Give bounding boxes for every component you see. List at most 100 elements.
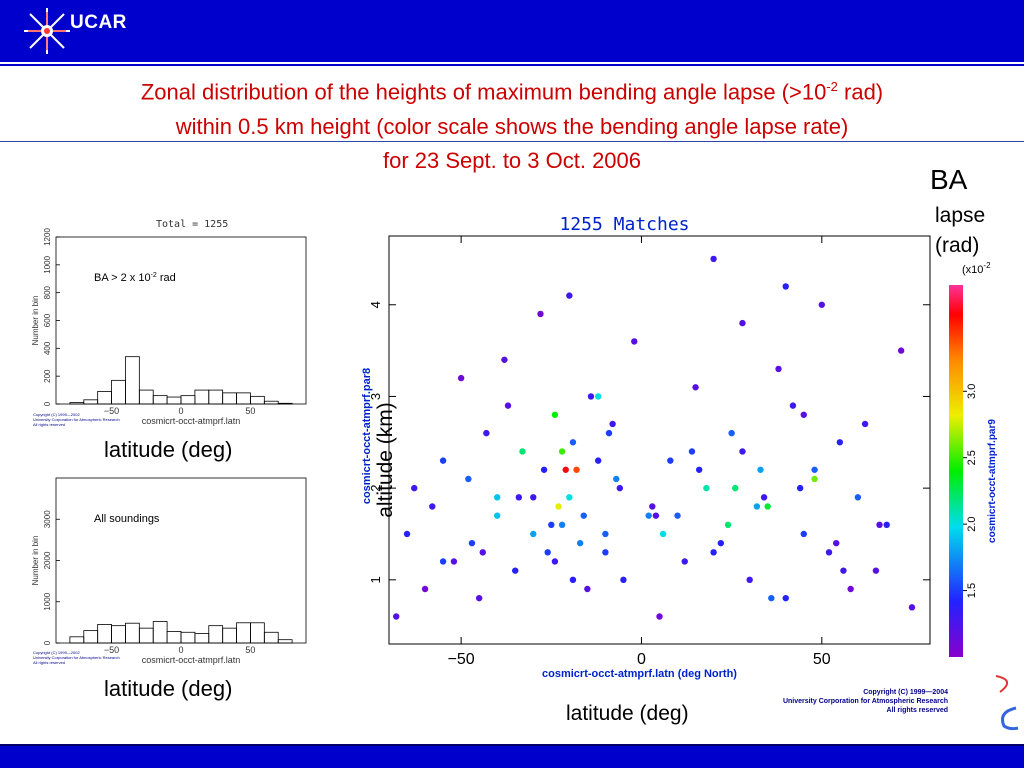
scatter-point xyxy=(825,549,833,556)
scatter-point xyxy=(551,411,559,418)
hist-bar xyxy=(125,356,140,405)
scatter-point xyxy=(558,448,566,455)
x-tick-label: 50 xyxy=(245,645,255,655)
scatter-point xyxy=(439,457,447,464)
scatter-point xyxy=(724,521,732,529)
scatter-point xyxy=(659,530,667,538)
title-line-3: for 23 Sept. to 3 Oct. 2006 xyxy=(382,148,642,173)
scatter-point xyxy=(569,439,577,446)
title-line-2: within 0.5 km height (color scale shows … xyxy=(175,114,849,139)
charts-canvas: Total = 1255−50 0 50020040060080010001200c… xyxy=(31,214,998,680)
x-tick-label: 50 xyxy=(813,651,831,668)
scatter-point xyxy=(483,429,490,437)
scatter-point xyxy=(757,466,764,473)
scatter-frame xyxy=(388,235,931,645)
altitude-label: altitude (km) xyxy=(373,402,397,518)
scatter-point xyxy=(883,521,890,529)
scatter-point xyxy=(789,402,797,409)
scatter-point xyxy=(710,549,717,556)
copyright-line: University Corporation for Atmospheric R… xyxy=(33,655,120,660)
scatter-point xyxy=(728,429,735,437)
scatter-point xyxy=(818,301,825,308)
scatter-point xyxy=(688,448,696,455)
y-tick-label: 600 xyxy=(43,313,52,327)
y-tick-label: 3 xyxy=(368,393,383,400)
scatter-point xyxy=(739,448,746,455)
x-axis-title: cosmicrt-occt-atmprf.latn xyxy=(142,416,241,426)
hist-bar xyxy=(152,621,168,644)
scatter-point xyxy=(876,521,883,529)
scatter-point xyxy=(530,530,537,538)
hist-bar xyxy=(263,631,279,644)
scatter-point xyxy=(732,484,739,492)
hist-bar xyxy=(97,391,112,405)
hist-bar xyxy=(180,631,196,644)
scatter-point xyxy=(840,567,847,574)
scatter-point xyxy=(475,594,483,602)
hist-bar xyxy=(138,627,154,644)
scatter-point xyxy=(811,466,818,473)
scatter-point xyxy=(760,494,768,501)
copyright-line: All rights reserved xyxy=(33,422,66,427)
y-tick-label: 2 xyxy=(368,485,383,492)
hist-annotation: BA > 2 x 10-2 rad xyxy=(94,272,176,284)
scatter-point xyxy=(652,512,660,519)
x-tick-label: 0 xyxy=(637,651,646,668)
scatter-point xyxy=(753,503,761,510)
scatter-point xyxy=(584,585,591,593)
x-tick-label: 0 xyxy=(178,645,183,655)
scatter-point xyxy=(468,539,476,547)
hist-bar xyxy=(83,630,99,644)
hist-bar xyxy=(138,389,154,405)
scatter-point xyxy=(576,539,584,547)
y-tick-label: 1000 xyxy=(43,255,52,273)
x-axis-title: cosmicrt-occt-atmprf.latn xyxy=(142,655,241,665)
scatter-point xyxy=(609,420,616,428)
scatter-point xyxy=(703,484,710,492)
hist2-latitude-label: latitude (deg) xyxy=(104,676,233,701)
colorbar-rad-label: (rad) xyxy=(935,234,980,257)
copyright-hist1: Copyright (C) 1999—2002 University Corpo… xyxy=(33,412,120,427)
scatter-point xyxy=(616,484,624,492)
scatter-point xyxy=(530,494,537,501)
scatter-point xyxy=(847,585,854,593)
copyright-hist2: Copyright (C) 1999—2002 University Corpo… xyxy=(33,650,120,665)
scatter-point xyxy=(587,393,595,400)
y-tick-label: 0 xyxy=(43,640,52,645)
x-tick-label: −50 xyxy=(448,651,475,668)
scatter-point xyxy=(450,558,458,565)
scatter-point xyxy=(800,530,807,538)
scatter-title: 1255 Matches xyxy=(559,214,689,235)
scatter-point xyxy=(515,494,523,501)
hist-bar xyxy=(250,395,265,405)
hist-bar xyxy=(69,402,85,405)
hist-bar xyxy=(166,631,182,644)
scatter-point xyxy=(645,512,652,519)
copyright-line: All rights reserved xyxy=(33,660,66,665)
hist-bar xyxy=(236,392,251,405)
scatter-point xyxy=(667,457,674,464)
scatter-point xyxy=(674,512,681,519)
scatter-point xyxy=(594,393,602,400)
colorbar-ba-label: BA xyxy=(930,164,968,195)
scatter-point xyxy=(580,512,587,519)
scatter-point xyxy=(544,549,551,556)
scatter-point xyxy=(811,475,818,483)
copyright-main: Copyright (C) 1999—2004 University Corpo… xyxy=(760,688,948,715)
scatter-point xyxy=(558,521,566,529)
hist-bar xyxy=(166,396,182,405)
y-tick-label: 2000 xyxy=(43,551,52,569)
y-tick-label: 800 xyxy=(43,285,52,299)
scatter-point xyxy=(548,521,555,529)
hist1-latitude-label: latitude (deg) xyxy=(104,437,233,462)
x-axis-title: cosmicrt-occt-atmprf.latn (deg North) xyxy=(542,668,737,680)
scatter-point xyxy=(681,558,688,565)
x-tick-label: −50 xyxy=(104,645,119,655)
histogram-ba-threshold: Total = 1255 −50 0 50 0 200 400 600 800 1000 1200 c… xyxy=(31,219,307,426)
y-axis-title: Number in bin xyxy=(31,536,40,586)
histogram-all-soundings: −50 0 500100020003000cosmicrt-occt-atmprf.… xyxy=(31,477,307,665)
scatter-point xyxy=(695,466,703,473)
y-axis-title: Number in bin xyxy=(31,296,40,346)
hist-bar xyxy=(250,622,265,644)
colorbar-multiplier: (x10-2 xyxy=(962,261,991,276)
